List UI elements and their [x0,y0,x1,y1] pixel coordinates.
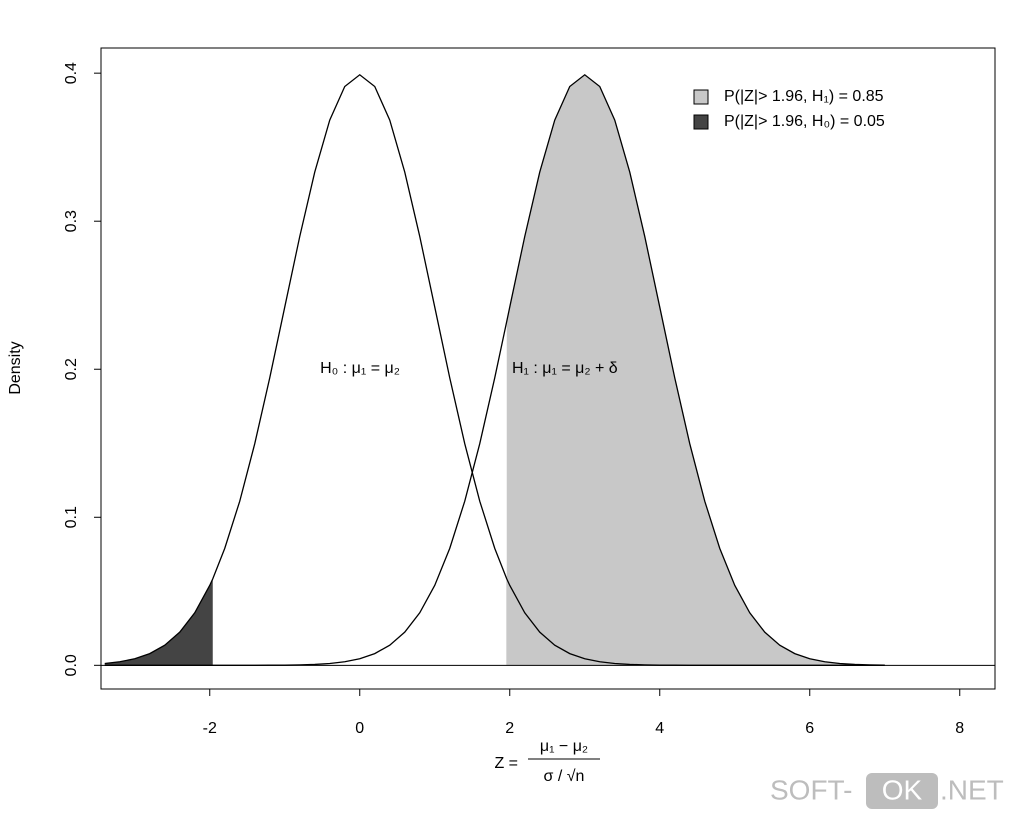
annotation: H₁ : μ₁ = μ₂ + δ [512,360,618,377]
density-curve [104,73,885,666]
x-tick-label: 2 [505,720,514,737]
y-tick-label: 0.2 [63,358,80,380]
watermark: SOFT- [770,774,852,805]
shaded-area [506,74,885,666]
legend-label: P(|Z|> 1.96, H₁) = 0.85 [724,88,884,105]
x-tick-label: 4 [655,720,664,737]
legend-label: P(|Z|> 1.96, H₀) = 0.05 [724,113,885,130]
annotation: H₀ : μ₁ = μ₂ [320,360,400,377]
plot-area [101,73,995,666]
x-tick-label: 0 [355,720,364,737]
y-tick-label: 0.4 [63,62,80,84]
y-tick-label: 0.0 [63,654,80,676]
watermark-box [866,773,938,809]
legend-swatch [693,89,709,105]
x-axis-label: Z = [494,755,518,772]
y-tick-label: 0.3 [63,210,80,232]
y-axis-label: Density [7,341,24,394]
x-axis-label: σ / √n [544,768,585,785]
x-axis-label: μ₁ − μ₂ [540,738,588,755]
watermark: OK [882,774,923,805]
x-tick-label: 8 [955,720,964,737]
x-tick-label: -2 [203,720,217,737]
x-tick-label: 6 [805,720,814,737]
density-curve [104,73,885,666]
plot-frame [100,47,996,690]
legend-swatch [693,114,709,130]
shaded-area [104,578,213,666]
watermark: .NET [940,774,1004,805]
y-tick-label: 0.1 [63,506,80,528]
